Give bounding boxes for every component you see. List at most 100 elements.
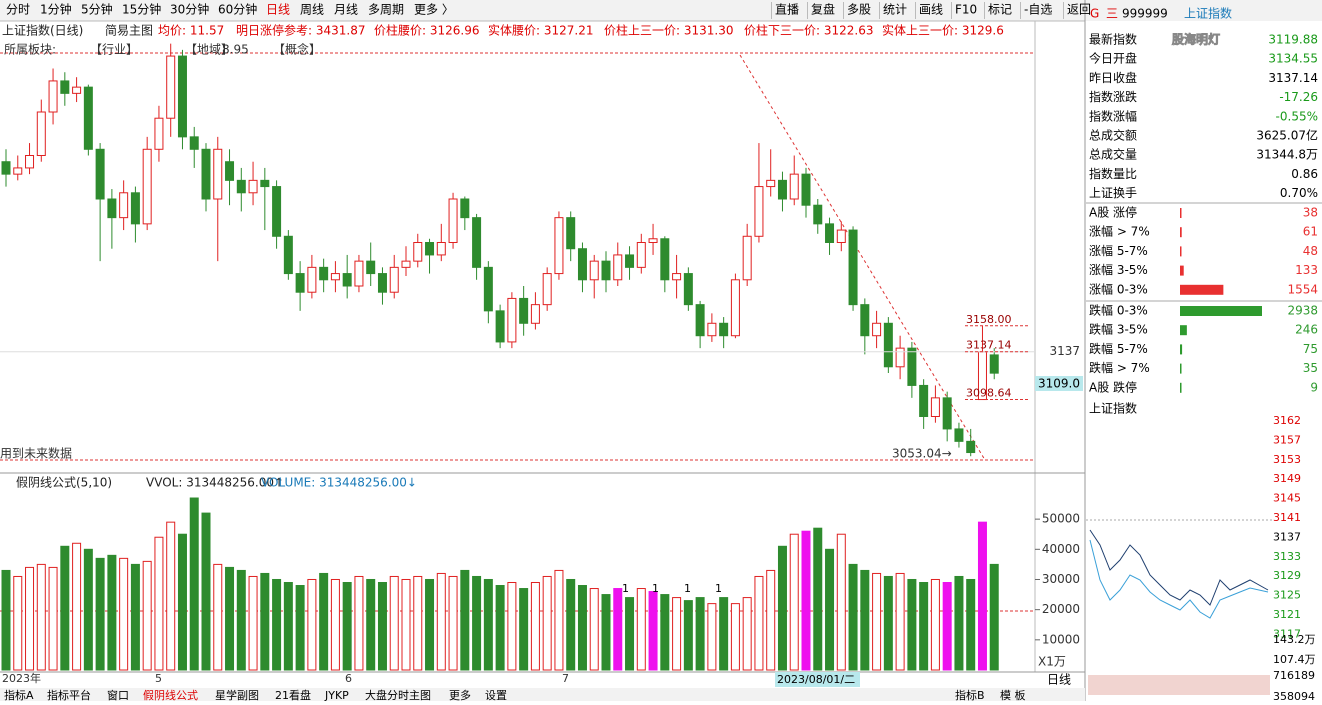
bottom-tab[interactable]: 大盘分时主图 <box>365 688 431 702</box>
candle-body <box>589 260 599 281</box>
volume-bar <box>883 575 893 671</box>
quote-label: 指数涨跌 <box>1089 89 1137 104</box>
toolbar-button[interactable]: 1分钟 <box>40 2 72 17</box>
candle-body <box>13 167 23 175</box>
mini-tick: 3125 <box>1273 589 1301 602</box>
candle-body <box>201 148 211 200</box>
volume-bar <box>636 588 646 671</box>
bottom-tab[interactable]: 窗口 <box>107 688 129 702</box>
volume-bar <box>554 569 564 671</box>
bottom-tab[interactable]: 假阴线公式 <box>143 688 198 702</box>
breadth-bar <box>1180 208 1182 218</box>
toolbar-button[interactable]: 画线 <box>919 3 943 17</box>
candle-body <box>95 148 105 200</box>
breadth-count: 61 <box>1303 225 1318 239</box>
candle-body <box>366 260 376 275</box>
toolbar-button[interactable]: 月线 <box>334 3 358 17</box>
bottom-tab[interactable]: 21看盘 <box>275 688 311 702</box>
info-item: 均价: 11.57 <box>158 24 224 38</box>
toolbar-button[interactable]: 60分钟 <box>218 2 257 17</box>
toolbar-button[interactable]: 15分钟 <box>122 2 161 17</box>
candle-body <box>672 273 682 281</box>
volume-bar <box>177 533 187 671</box>
x-label: 2023年 <box>2 671 41 685</box>
volume-bar <box>1 569 11 671</box>
breadth-count: 75 <box>1303 342 1318 356</box>
sector-item: 8.95 <box>222 43 249 57</box>
candle-body <box>848 229 858 306</box>
toolbar-button[interactable]: 分时 <box>6 3 30 17</box>
candle-body <box>342 273 352 287</box>
breadth-label: 跌幅 5-7% <box>1089 341 1148 356</box>
panel-tab[interactable]: 日线 <box>1047 673 1071 687</box>
toolbar-button[interactable]: 返回 <box>1067 3 1091 17</box>
candle-body <box>295 273 305 293</box>
volume-header: VOLUME: 313448256.00↓ <box>261 476 417 490</box>
toolbar-button[interactable]: 直播 <box>775 3 799 17</box>
candle-body <box>142 148 152 225</box>
volume-bar <box>389 575 399 671</box>
candle-body <box>754 186 764 237</box>
x-label: 7 <box>562 672 569 685</box>
bottom-tab[interactable]: 指标平台 <box>47 688 91 702</box>
mini-line <box>1089 529 1269 606</box>
candle-body <box>872 322 882 337</box>
toolbar-button[interactable]: 5分钟 <box>81 2 113 17</box>
breadth-bar <box>1180 265 1184 276</box>
bottom-tab[interactable]: 指标B <box>955 688 985 702</box>
candle-body <box>483 266 493 312</box>
bottom-tab[interactable]: 模 板 <box>1000 688 1026 702</box>
toolbar-sep <box>879 2 880 19</box>
breadth-count: 1554 <box>1287 282 1318 296</box>
volume-bar <box>672 597 682 671</box>
toolbar-button[interactable]: 更多 〉 <box>414 3 454 17</box>
quote-value: 3137.14 <box>1268 71 1318 85</box>
candle-body <box>530 304 540 324</box>
candle-body <box>577 248 587 281</box>
volume-bar <box>342 582 352 671</box>
x-cursor: 2023/08/01/二 <box>777 673 855 686</box>
toolbar-button[interactable]: 日线 <box>266 3 290 17</box>
mini-tick: 3121 <box>1273 608 1301 621</box>
toolbar-button[interactable]: 标记 <box>988 3 1012 17</box>
toolbar-button[interactable]: 多股 <box>847 3 871 17</box>
volume-bar <box>966 578 976 671</box>
tabs-bg <box>0 688 1085 701</box>
candle-body <box>660 238 670 281</box>
volume-bar <box>95 557 105 671</box>
toolbar-button[interactable]: 30分钟 <box>170 2 209 17</box>
breadth-label: 跌幅 > 7% <box>1089 360 1150 375</box>
quote-label: 最新指数 <box>1089 32 1137 47</box>
name: 上证指数 <box>1184 6 1232 21</box>
volume-bar <box>613 588 623 671</box>
toolbar-sep <box>843 2 844 19</box>
candle-body <box>860 304 870 337</box>
mini-tick: 716189 <box>1273 669 1315 682</box>
bottom-tab[interactable]: 更多 <box>449 688 471 702</box>
bottom-tab[interactable]: 星学副图 <box>215 688 259 702</box>
axis-current-bg <box>1035 376 1083 391</box>
info-item: 价柱上三一价: 3131.30 <box>604 23 733 38</box>
toolbar-button[interactable]: 周线 <box>300 3 324 17</box>
quote-value: 31344.8万 <box>1256 148 1318 162</box>
info-item: 简易主图 <box>105 24 153 38</box>
breadth-count: 2938 <box>1287 304 1318 318</box>
breadth-label: 涨幅 3-5% <box>1089 262 1148 277</box>
price-label: 3158.00 <box>966 313 1012 326</box>
candle-body <box>895 347 905 368</box>
volume-bar <box>119 557 129 671</box>
toolbar-button[interactable]: F10 <box>955 3 977 17</box>
candle-body <box>919 384 929 417</box>
toolbar-button[interactable]: 统计 <box>883 3 907 17</box>
toolbar-button[interactable]: -自选 <box>1024 3 1052 17</box>
bottom-tab[interactable]: 设置 <box>485 689 507 702</box>
bottom-tab[interactable]: JYKP <box>324 689 349 702</box>
candle-body <box>636 242 646 268</box>
toolbar-button[interactable]: 多周期 <box>368 3 404 17</box>
toolbar-button[interactable]: 复盘 <box>811 2 835 17</box>
info-item: 价柱下三一价: 3122.63 <box>744 23 873 38</box>
bottom-tab[interactable]: 指标A <box>4 688 34 702</box>
volume-tick-label: 30000 <box>1042 572 1080 586</box>
price-label: 3137.14 <box>966 339 1012 352</box>
mini-line <box>1089 539 1269 619</box>
